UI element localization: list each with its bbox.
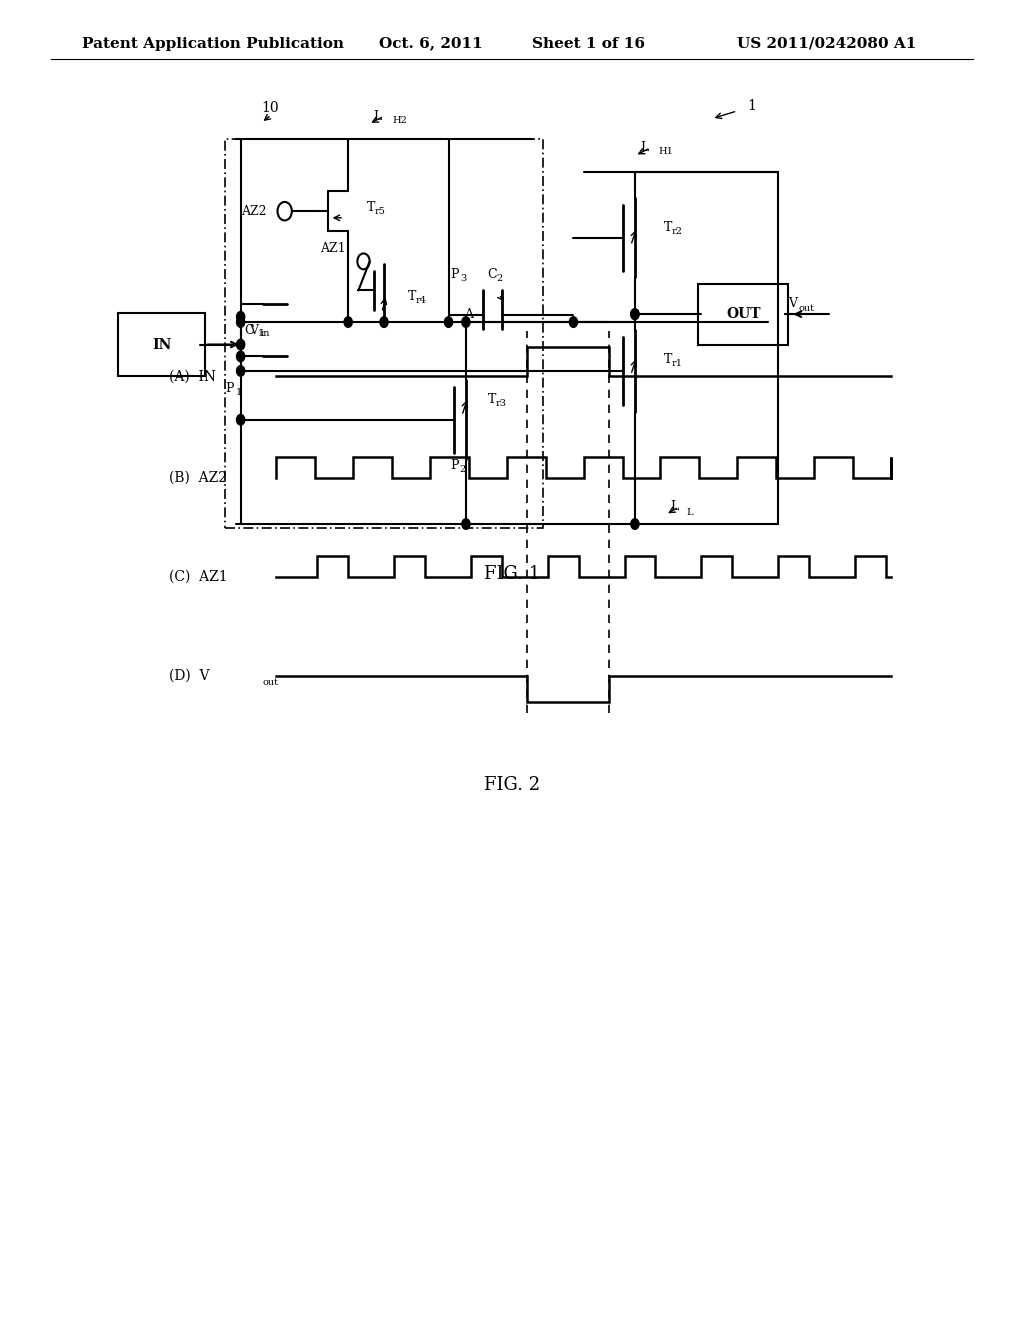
Text: FIG. 2: FIG. 2 <box>484 776 540 795</box>
Text: Oct. 6, 2011: Oct. 6, 2011 <box>379 37 482 50</box>
Circle shape <box>380 317 388 327</box>
Text: (D)  V: (D) V <box>169 669 210 682</box>
Text: in: in <box>260 330 269 338</box>
Circle shape <box>237 414 245 425</box>
Text: r4: r4 <box>416 297 427 305</box>
Text: P: P <box>451 459 459 473</box>
Circle shape <box>237 312 245 322</box>
Text: P: P <box>225 381 233 395</box>
Circle shape <box>462 317 470 327</box>
Text: IN: IN <box>153 338 171 351</box>
Text: T: T <box>664 352 672 366</box>
Circle shape <box>344 317 352 327</box>
Text: T: T <box>487 393 496 407</box>
FancyBboxPatch shape <box>118 313 205 376</box>
Text: OUT: OUT <box>726 308 761 321</box>
Text: US 2011/0242080 A1: US 2011/0242080 A1 <box>737 37 916 50</box>
Circle shape <box>631 309 639 319</box>
Text: Sheet 1 of 16: Sheet 1 of 16 <box>532 37 645 50</box>
Text: H2: H2 <box>392 116 408 124</box>
Text: AZ1: AZ1 <box>321 242 346 255</box>
Text: 2: 2 <box>497 275 503 282</box>
Text: 1: 1 <box>236 388 242 396</box>
Text: r5: r5 <box>375 207 386 215</box>
Text: C: C <box>245 323 254 337</box>
Text: out: out <box>799 305 815 313</box>
Text: L: L <box>671 500 679 513</box>
Text: r2: r2 <box>672 227 683 235</box>
Text: (A)  IN: (A) IN <box>169 370 216 383</box>
Text: Patent Application Publication: Patent Application Publication <box>82 37 344 50</box>
Text: C: C <box>487 268 497 281</box>
Circle shape <box>237 317 245 327</box>
Text: L: L <box>640 141 648 154</box>
Text: L: L <box>686 508 692 516</box>
Circle shape <box>237 366 245 376</box>
Text: 2: 2 <box>460 466 466 474</box>
Text: V: V <box>249 323 258 337</box>
Text: r1: r1 <box>672 359 683 367</box>
Text: out: out <box>262 678 279 686</box>
Text: V: V <box>788 297 798 310</box>
Text: A: A <box>464 308 473 321</box>
Text: 10: 10 <box>261 102 279 115</box>
Text: r3: r3 <box>496 400 507 408</box>
Circle shape <box>631 519 639 529</box>
Text: T: T <box>367 201 375 214</box>
Text: FIG. 1: FIG. 1 <box>484 565 540 583</box>
Circle shape <box>631 309 639 319</box>
Circle shape <box>462 519 470 529</box>
Circle shape <box>444 317 453 327</box>
Text: 1: 1 <box>748 99 757 112</box>
Circle shape <box>237 339 245 350</box>
Text: T: T <box>664 220 672 234</box>
Text: AZ2: AZ2 <box>241 205 266 218</box>
Text: 3: 3 <box>460 275 466 282</box>
Text: (B)  AZ2: (B) AZ2 <box>169 471 227 484</box>
FancyBboxPatch shape <box>698 284 788 345</box>
Circle shape <box>237 351 245 362</box>
Text: (C)  AZ1: (C) AZ1 <box>169 570 227 583</box>
Text: T: T <box>408 290 416 304</box>
Text: P: P <box>451 268 459 281</box>
Text: H1: H1 <box>658 148 674 156</box>
Text: 1: 1 <box>258 330 264 338</box>
Text: L: L <box>374 110 382 123</box>
Circle shape <box>569 317 578 327</box>
